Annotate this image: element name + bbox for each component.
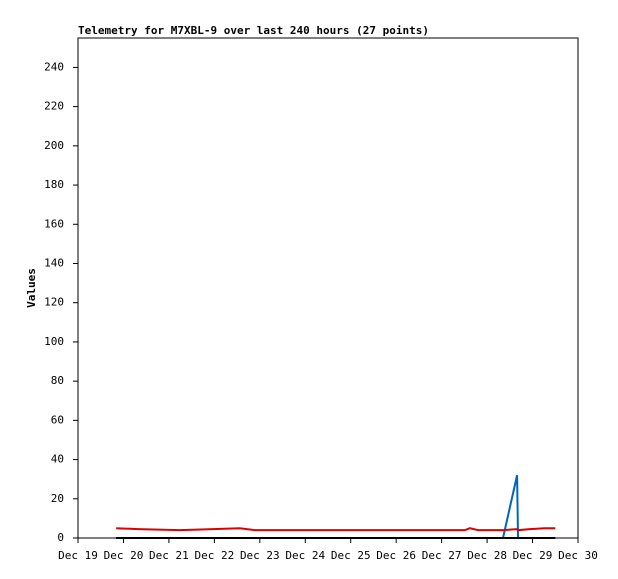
x-tick-label: Dec 21: [149, 549, 189, 562]
x-tick-label: Dec 19: [58, 549, 98, 562]
y-tick-label: 60: [51, 413, 64, 426]
x-tick-label: Dec 30: [558, 549, 598, 562]
data-line: [116, 475, 556, 539]
x-tick-label: Dec 25: [331, 549, 371, 562]
x-tick-label: Dec 23: [240, 549, 280, 562]
y-tick-label: 20: [51, 492, 64, 505]
y-tick-label: 240: [44, 60, 64, 73]
x-tick-label: Dec 20: [104, 549, 144, 562]
plot-frame: [77, 37, 579, 539]
y-tick-label: 180: [44, 178, 64, 191]
x-tick-label: Dec 27: [422, 549, 462, 562]
x-tick-label: Dec 28: [467, 549, 507, 562]
y-axis-label: Values: [25, 268, 38, 308]
y-tick-label: 80: [51, 374, 64, 387]
x-tick-label: Dec 29: [513, 549, 553, 562]
x-tick-label: Dec 26: [376, 549, 416, 562]
y-tick-label: 100: [44, 335, 64, 348]
y-tick-label: 120: [44, 296, 64, 309]
y-tick-label: 220: [44, 100, 64, 113]
y-tick-label: 140: [44, 256, 64, 269]
chart-title: Telemetry for M7XBL-9 over last 240 hour…: [78, 24, 429, 37]
x-tick-label: Dec 22: [194, 549, 234, 562]
x-tick-label: Dec 24: [285, 549, 325, 562]
y-tick-label: 0: [57, 531, 64, 544]
y-tick-label: 40: [51, 453, 64, 466]
y-tick-label: 160: [44, 217, 64, 230]
y-tick-label: 200: [44, 139, 64, 152]
data-line: [116, 527, 556, 532]
